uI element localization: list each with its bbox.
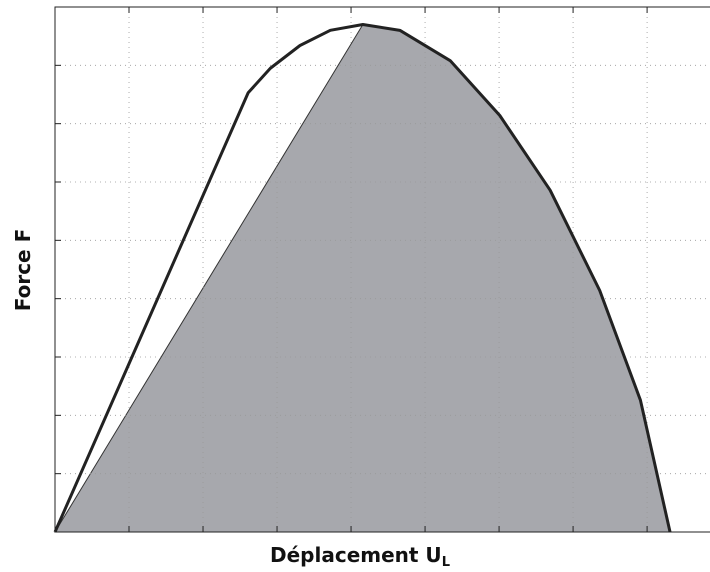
x-axis-label: Déplacement UL — [270, 543, 450, 570]
x-axis-label-main: Déplacement U — [270, 543, 442, 567]
x-axis-label-subscript: L — [442, 555, 450, 570]
y-axis-label: Force F — [11, 229, 35, 312]
curve — [53, 23, 672, 533]
axis-frame — [54, 6, 710, 533]
shaded-area — [54, 23, 671, 533]
